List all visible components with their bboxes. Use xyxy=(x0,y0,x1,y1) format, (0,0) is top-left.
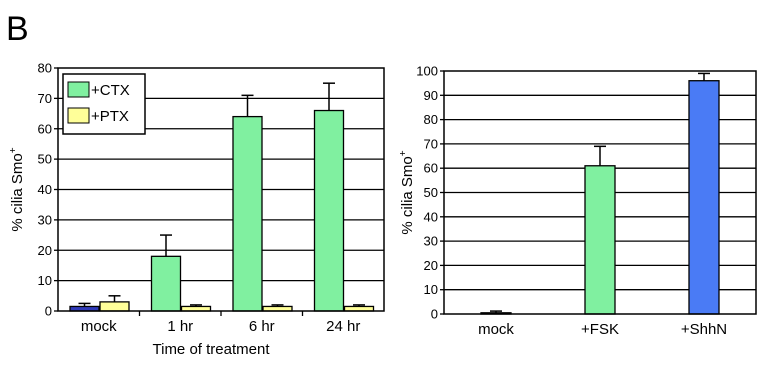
chart-left: 0 10 20 30 40 50 60 70 80 mock 1 hr 6 hr 24 hr % ci… xyxy=(8,61,385,358)
y-tick-label: 40 xyxy=(424,209,438,224)
bar-ctx xyxy=(150,255,182,312)
left-x-tick-labels: mock 1 hr 6 hr 24 hr xyxy=(81,311,360,335)
y-tick-label: 10 xyxy=(424,282,438,297)
x-tick-label: 6 hr xyxy=(249,318,275,335)
legend-label-ctx: +CTX xyxy=(91,82,130,99)
y-tick-label: 80 xyxy=(424,112,438,127)
x-tick-label: 1 hr xyxy=(167,318,193,335)
right-y-axis-title: % cilia Smo+ xyxy=(398,150,416,234)
x-tick-label: +ShhN xyxy=(681,321,727,338)
y-tick-label: 20 xyxy=(38,243,52,258)
bar-ctx xyxy=(313,109,345,312)
bar-ptx xyxy=(99,301,130,312)
left-x-axis-title: Time of treatment xyxy=(153,341,271,358)
y-tick-label: 0 xyxy=(431,307,438,322)
y-tick-label: 0 xyxy=(45,304,52,319)
y-tick-label: 20 xyxy=(424,258,438,273)
legend-label-ptx: +PTX xyxy=(91,108,129,125)
bar-fsk xyxy=(584,165,616,315)
x-tick-label: mock xyxy=(478,321,514,338)
panel-label: B xyxy=(6,10,29,48)
x-tick-label: +FSK xyxy=(581,321,619,338)
left-y-tick-labels: 0 10 20 30 40 50 60 70 80 xyxy=(38,61,52,319)
bar-ctx xyxy=(232,115,263,312)
chart-right: 0 10 20 30 40 50 60 70 80 90 100 mock +FSK +ShhN % c… xyxy=(398,64,757,338)
right-bars xyxy=(480,72,720,315)
x-tick-label: 24 hr xyxy=(326,318,360,335)
legend-swatch-ctx xyxy=(67,81,90,98)
y-tick-label: 80 xyxy=(38,61,52,76)
y-tick-label: 100 xyxy=(416,64,438,79)
left-legend: +CTX +PTX xyxy=(62,73,146,135)
left-y-axis-title: % cilia Smo+ xyxy=(8,147,26,231)
right-y-tick-labels: 0 10 20 30 40 50 60 70 80 90 100 xyxy=(416,64,438,322)
y-tick-label: 60 xyxy=(424,161,438,176)
right-x-tick-labels: mock +FSK +ShhN xyxy=(478,321,727,338)
right-plot-frame xyxy=(443,70,757,315)
y-tick-label: 10 xyxy=(38,273,52,288)
y-tick-label: 70 xyxy=(424,136,438,151)
y-tick-label: 60 xyxy=(38,121,52,136)
x-tick-label: mock xyxy=(81,318,117,335)
y-tick-label: 40 xyxy=(38,182,52,197)
y-tick-label: 90 xyxy=(424,88,438,103)
y-tick-label: 30 xyxy=(424,234,438,249)
y-tick-label: 30 xyxy=(38,212,52,227)
y-tick-label: 50 xyxy=(38,152,52,167)
left-bars xyxy=(69,82,375,312)
y-tick-label: 50 xyxy=(424,185,438,200)
left-plot-frame xyxy=(57,67,385,312)
legend-swatch-ptx xyxy=(67,107,90,124)
y-tick-label: 70 xyxy=(38,91,52,106)
bar-shhn xyxy=(688,80,720,315)
